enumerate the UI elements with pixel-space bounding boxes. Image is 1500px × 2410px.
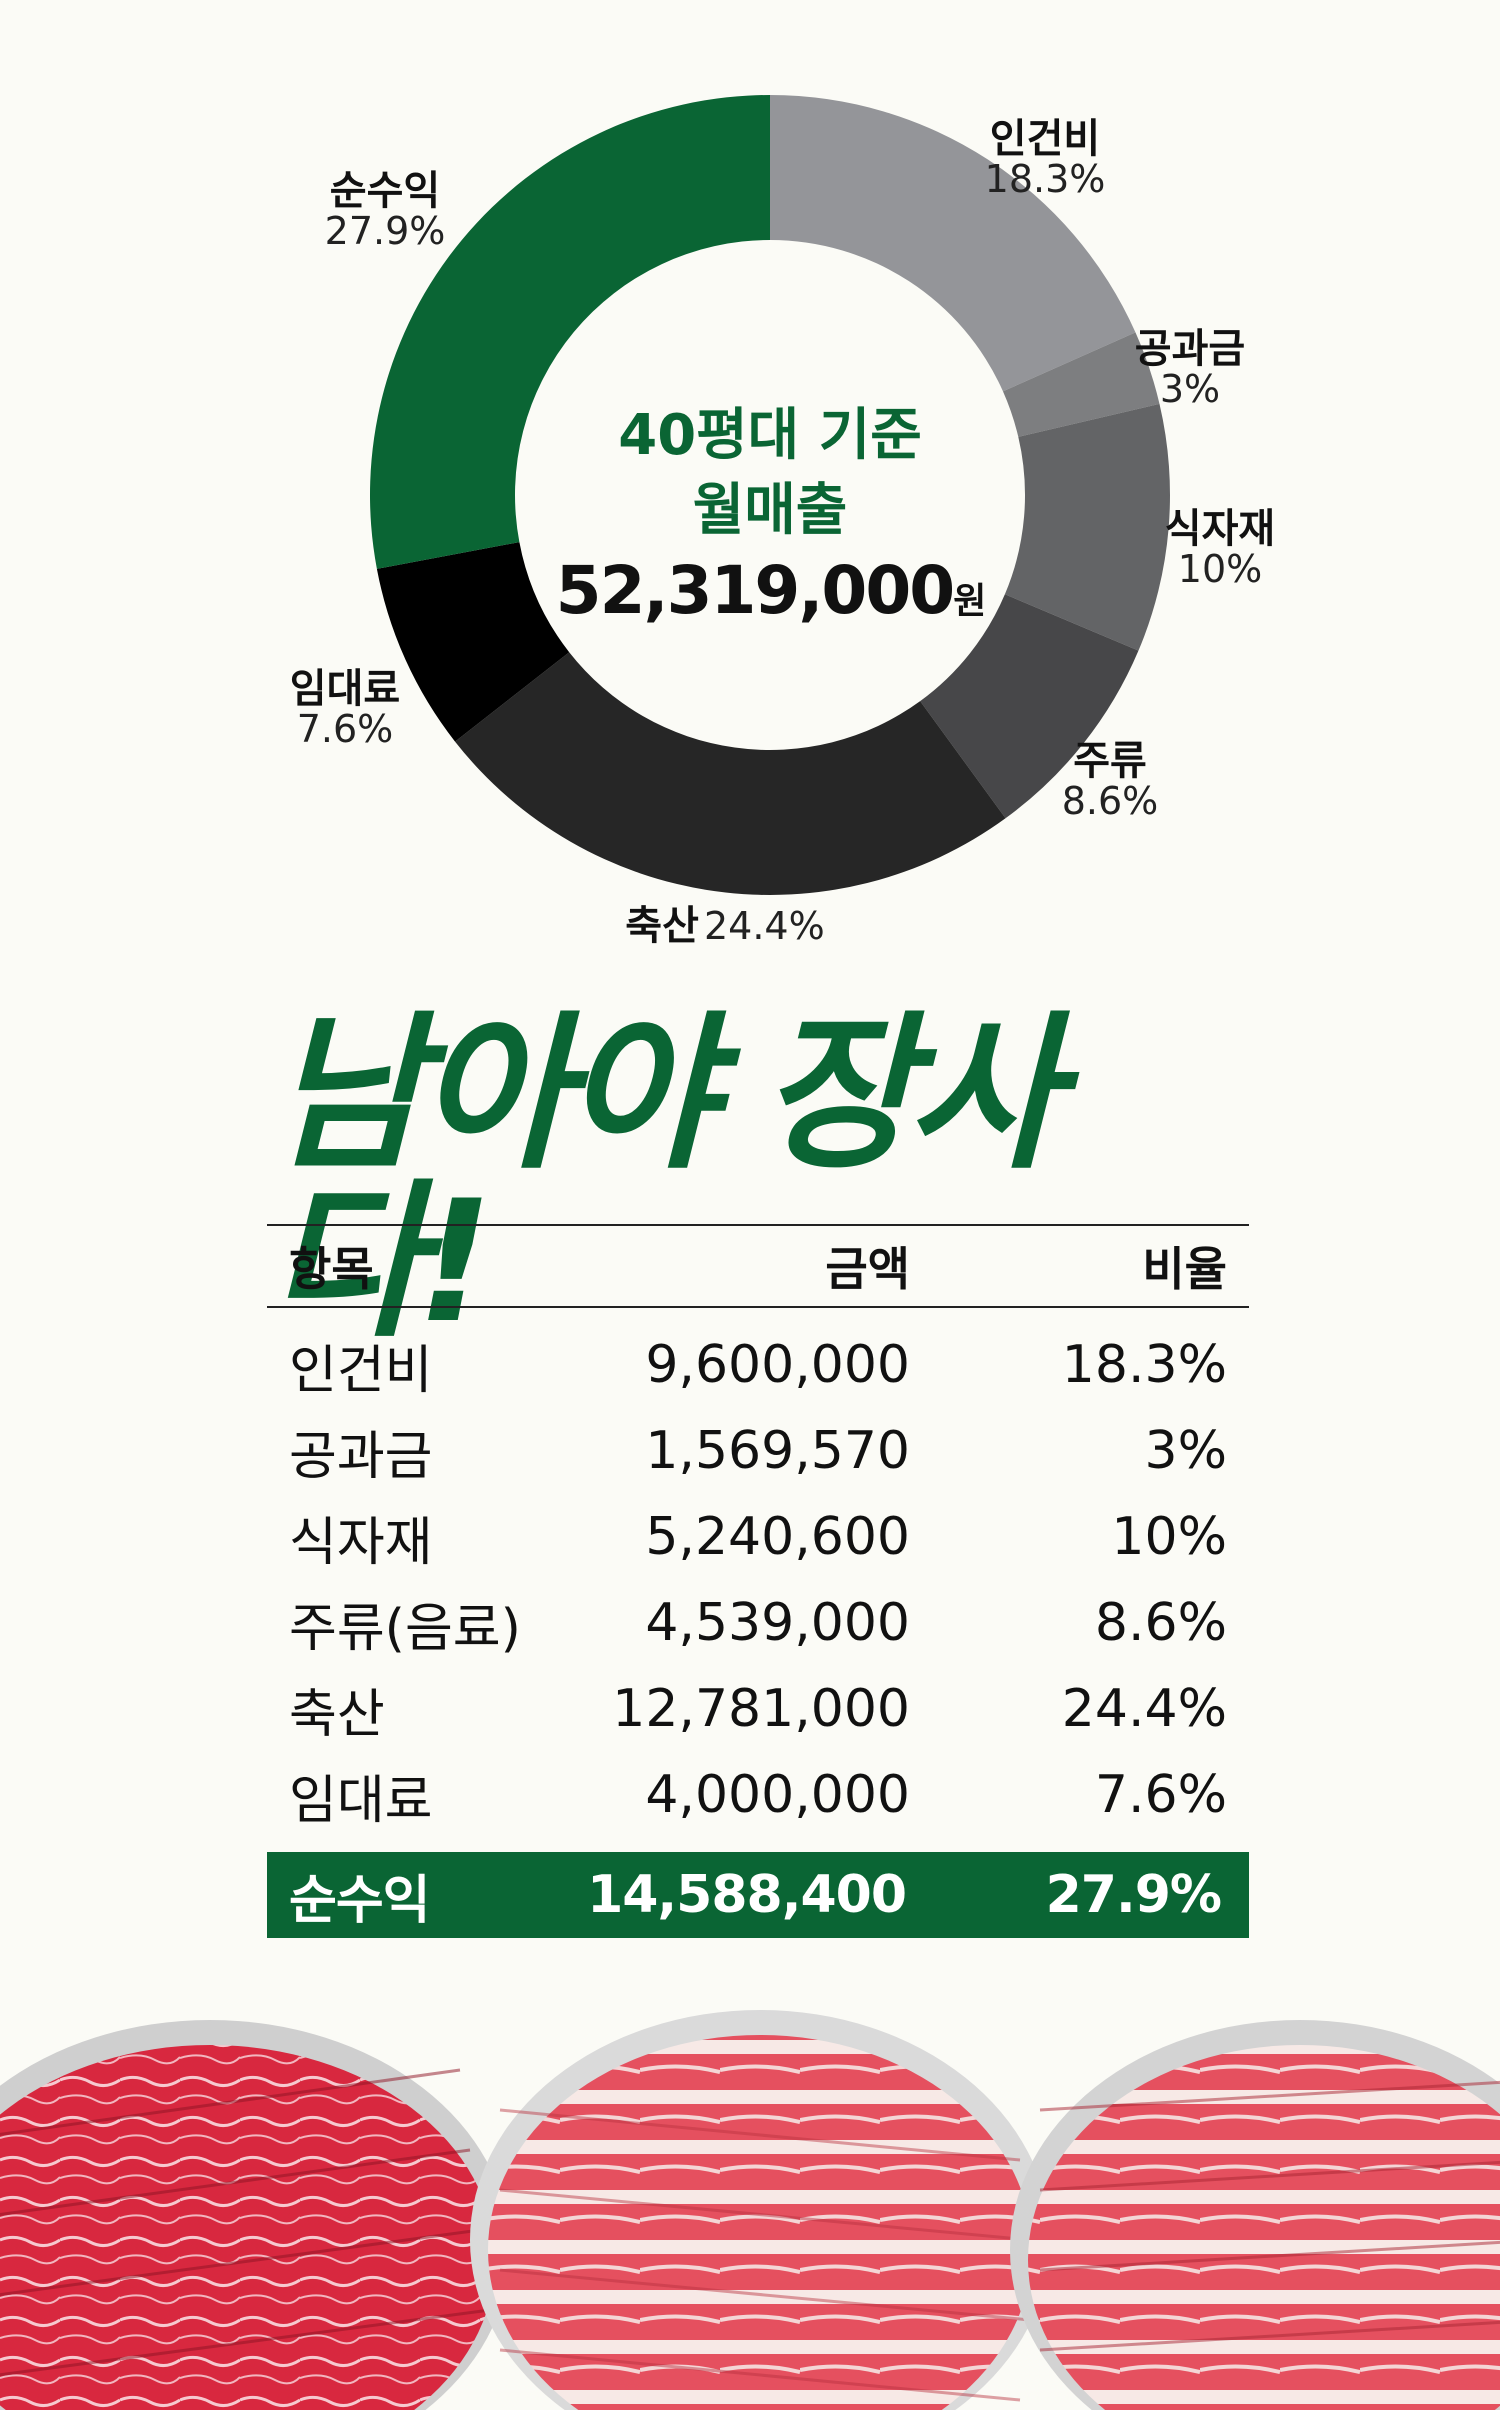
label-liquor-pct: 8.6% bbox=[1061, 779, 1159, 823]
total-amount: 14,588,400 bbox=[587, 1865, 907, 1925]
table-row: 식자재 5,240,600 10% bbox=[267, 1494, 1249, 1580]
row-ratio: 24.4% bbox=[1061, 1679, 1227, 1739]
total-row: 순수익 14,588,400 27.9% bbox=[267, 1852, 1249, 1938]
total-ratio: 27.9% bbox=[1045, 1865, 1222, 1925]
row-item: 축산 bbox=[289, 1684, 385, 1745]
label-utilities-name: 공과금 bbox=[1134, 326, 1246, 372]
donut-slice-5 bbox=[376, 542, 570, 742]
meat-photos bbox=[0, 2010, 1500, 2410]
label-meat-pct: 24.4% bbox=[703, 904, 825, 948]
row-amount: 4,539,000 bbox=[645, 1593, 910, 1653]
label-rent-pct: 7.6% bbox=[296, 707, 394, 751]
row-ratio: 8.6% bbox=[1094, 1593, 1227, 1653]
header-ratio: 비율 bbox=[1142, 1242, 1227, 1296]
header-amount: 금액 bbox=[825, 1242, 910, 1296]
revenue-unit: 원 bbox=[953, 581, 986, 622]
cost-table: 항목 금액 비율 인건비 9,600,000 18.3% 공과금 1,569,5… bbox=[267, 1224, 1249, 1838]
label-net-profit-name: 순수익 bbox=[329, 168, 441, 214]
label-meat-name: 축산 bbox=[625, 903, 699, 949]
table-row: 공과금 1,569,570 3% bbox=[267, 1408, 1249, 1494]
label-utilities-pct: 3% bbox=[1159, 367, 1221, 411]
row-amount: 12,781,000 bbox=[612, 1679, 910, 1739]
table-row: 인건비 9,600,000 18.3% bbox=[267, 1322, 1249, 1408]
label-labor: 인건비 18.3% bbox=[960, 118, 1130, 200]
donut-slice-0 bbox=[770, 95, 1136, 392]
donut-slice-6 bbox=[369, 95, 770, 569]
label-liquor-name: 주류 bbox=[1073, 738, 1147, 784]
label-ingredients: 식자재 10% bbox=[1140, 508, 1300, 590]
table-top-rule bbox=[267, 1224, 1249, 1226]
total-item: 순수익 bbox=[289, 1870, 431, 1931]
row-amount: 1,569,570 bbox=[645, 1421, 910, 1481]
label-net-profit-pct: 27.9% bbox=[324, 209, 446, 253]
meat-photo-center bbox=[470, 2010, 1050, 2410]
row-ratio: 18.3% bbox=[1061, 1335, 1227, 1395]
label-rent-name: 임대료 bbox=[289, 666, 401, 712]
donut-slice-4 bbox=[455, 652, 1006, 895]
donut-chart bbox=[369, 95, 1170, 895]
table-row: 주류(음료) 4,539,000 8.6% bbox=[267, 1580, 1249, 1666]
table-header-rule bbox=[267, 1306, 1249, 1308]
label-rent: 임대료 7.6% bbox=[270, 668, 420, 750]
donut-slice-1 bbox=[1002, 332, 1160, 437]
header-item: 항목 bbox=[289, 1242, 374, 1296]
label-meat: 축산 24.4% bbox=[600, 905, 850, 947]
center-subtitle: 월매출 bbox=[692, 478, 848, 543]
row-amount: 9,600,000 bbox=[645, 1335, 910, 1395]
row-amount: 5,240,600 bbox=[645, 1507, 910, 1567]
donut-slice-3 bbox=[920, 594, 1139, 819]
label-liquor: 주류 8.6% bbox=[1040, 740, 1180, 822]
row-item: 주류(음료) bbox=[289, 1598, 521, 1659]
label-net-profit: 순수익 27.9% bbox=[305, 170, 465, 252]
row-ratio: 3% bbox=[1144, 1421, 1228, 1481]
label-labor-name: 인건비 bbox=[989, 116, 1101, 162]
donut-slice-2 bbox=[1004, 403, 1170, 651]
row-item: 임대료 bbox=[289, 1770, 433, 1831]
row-ratio: 10% bbox=[1111, 1507, 1227, 1567]
label-utilities: 공과금 3% bbox=[1110, 328, 1270, 410]
row-item: 공과금 bbox=[289, 1426, 433, 1487]
table-row: 축산 12,781,000 24.4% bbox=[267, 1666, 1249, 1752]
revenue-value: 52,319,000 bbox=[555, 552, 956, 629]
meat-photo-right bbox=[1010, 2020, 1500, 2410]
headline: 남아야 장사다! bbox=[270, 996, 1061, 1360]
table-header: 항목 금액 비율 bbox=[267, 1226, 1249, 1306]
row-item: 식자재 bbox=[289, 1512, 433, 1573]
row-ratio: 7.6% bbox=[1094, 1765, 1227, 1825]
table-row: 임대료 4,000,000 7.6% bbox=[267, 1752, 1249, 1838]
label-ingredients-name: 식자재 bbox=[1164, 506, 1276, 552]
label-ingredients-pct: 10% bbox=[1177, 547, 1263, 591]
center-title: 40평대 기준 bbox=[618, 403, 922, 468]
row-item: 인건비 bbox=[289, 1340, 433, 1401]
meat-photo-left bbox=[0, 2020, 510, 2410]
row-amount: 4,000,000 bbox=[645, 1765, 910, 1825]
label-labor-pct: 18.3% bbox=[984, 157, 1106, 201]
center-revenue: 52,319,000원 bbox=[520, 552, 1020, 629]
